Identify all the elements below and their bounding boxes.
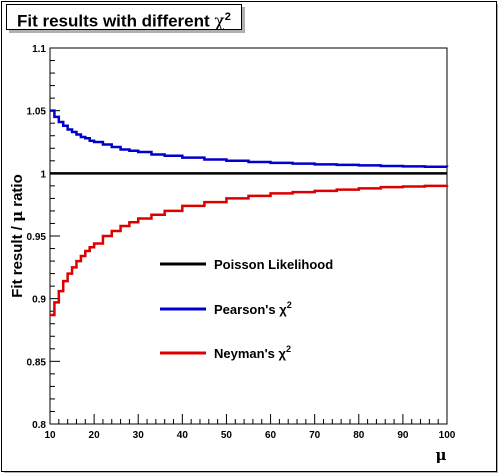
chart-title: Fit results with different χ2 bbox=[6, 4, 242, 32]
y-tick-label: 0.8 bbox=[32, 420, 46, 431]
legend-label-sup: 2 bbox=[287, 300, 292, 310]
legend-label: Pearson's χ2 bbox=[214, 300, 292, 317]
x-tick-label: 50 bbox=[221, 430, 233, 441]
y-tick-label: 0.95 bbox=[27, 232, 47, 243]
legend: Poisson Likelihood Pearson's χ2 Neyman's χ… bbox=[150, 237, 398, 378]
series-layer bbox=[50, 109, 449, 317]
y-axis-title: Fit result / μ ratio bbox=[8, 174, 26, 298]
legend-label-sup: 2 bbox=[286, 344, 291, 354]
y-tick-label: 1.1 bbox=[32, 44, 46, 55]
x-tick-label: 40 bbox=[177, 430, 189, 441]
axis-ticks: 10 20 30 40 50 60 70 80 90 100 0.8 0.85 0.9 0.95 1 1.05… bbox=[27, 44, 456, 441]
neyman-s-line bbox=[50, 184, 449, 317]
x-axis-title: μ bbox=[436, 446, 447, 464]
y-tick-label: 1 bbox=[40, 169, 46, 180]
x-tick-label: 70 bbox=[309, 430, 321, 441]
pearson-s-line bbox=[50, 109, 449, 168]
x-tick-label: 60 bbox=[265, 430, 277, 441]
y-tick-label: 1.05 bbox=[27, 107, 47, 118]
x-tick-label: 100 bbox=[439, 430, 456, 441]
y-tick-label: 0.9 bbox=[32, 295, 46, 306]
legend-label: Neyman's χ2 bbox=[214, 344, 291, 361]
x-tick-label: 10 bbox=[44, 430, 56, 441]
legend-label: Poisson Likelihood bbox=[214, 257, 333, 272]
x-tick-label: 90 bbox=[397, 430, 409, 441]
x-tick-label: 20 bbox=[89, 430, 101, 441]
y-tick-label: 0.85 bbox=[27, 357, 47, 368]
x-tick-label: 80 bbox=[353, 430, 365, 441]
x-tick-label: 30 bbox=[133, 430, 145, 441]
